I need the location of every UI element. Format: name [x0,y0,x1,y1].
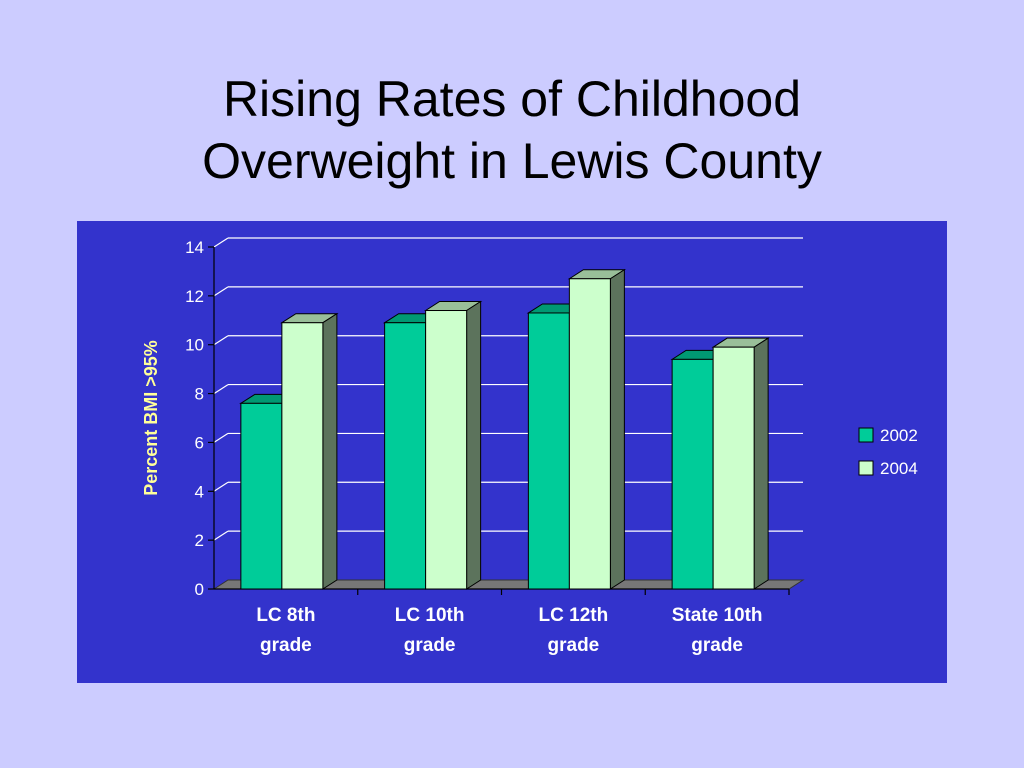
bar-chart: 0 2 4 6 8 10 12 14 Percent BMI >95% LC 8th grade LC… [141,237,918,656]
y-axis-label: Percent BMI >95% [141,340,161,496]
legend-label: 2004 [880,459,918,478]
x-tick-label: grade [260,635,312,656]
bar-2002 [527,312,570,590]
legend-swatch [858,427,874,443]
x-tick-label: grade [691,635,743,656]
chart-panel: 0 2 4 6 8 10 12 14 Percent BMI >95% LC 8th grade LC… [77,221,947,683]
bar-side [466,300,482,590]
bar-2004 [712,346,755,590]
legend-swatch [858,460,874,476]
title-line-2: Overweight in Lewis County [202,133,822,189]
x-tick-label: State 10th [672,605,763,626]
y-tick-label: 14 [185,238,204,257]
gridline-side [213,237,229,248]
gridline-side [213,530,229,541]
legend-label: 2002 [880,426,918,445]
y-tick-label: 12 [185,287,204,306]
gridline-side [213,335,229,346]
bar-side [753,337,769,590]
bar-2004 [568,278,611,590]
y-tick-label: 8 [195,385,204,404]
gridline-side [213,286,229,297]
y-tick-label: 10 [185,336,204,355]
x-tick-label: grade [548,635,600,656]
bar-side [322,312,338,590]
bar-side [609,268,625,590]
y-tick-label: 6 [195,433,204,452]
bar-2002 [671,358,714,590]
y-tick-label: 0 [195,580,204,599]
gridline-side [213,481,229,492]
x-tick-label: LC 8th [256,605,315,626]
bar-2004 [425,310,468,590]
slide-title: Rising Rates of Childhood Overweight in … [0,68,1024,192]
y-tick-label: 4 [195,482,204,501]
bar-2004 [281,322,324,590]
x-tick-label: grade [404,635,456,656]
x-tick-label: LC 10th [395,605,465,626]
gridline-side [213,384,229,395]
title-line-1: Rising Rates of Childhood [222,71,802,127]
bar-2002 [240,402,283,590]
x-tick-label: LC 12th [539,605,609,626]
gridline-side [213,432,229,443]
y-tick-label: 2 [195,531,204,550]
bar-2002 [384,322,427,590]
